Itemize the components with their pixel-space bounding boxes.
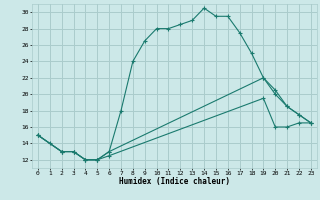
X-axis label: Humidex (Indice chaleur): Humidex (Indice chaleur) [119,177,230,186]
